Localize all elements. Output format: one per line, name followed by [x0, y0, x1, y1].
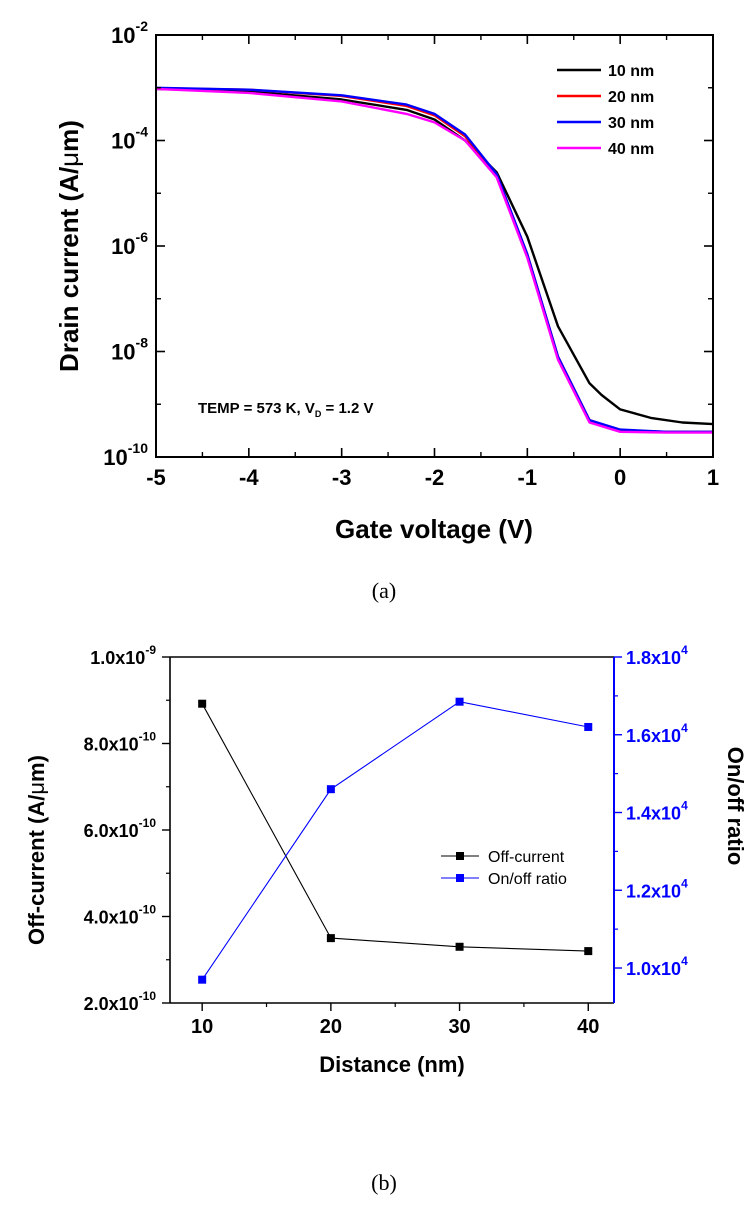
panel-b-axes: [169, 656, 615, 1004]
data-marker: [198, 975, 207, 984]
series-line-30nm: [155, 86, 713, 433]
series-line-onoffratio: [201, 701, 589, 981]
series-line-20nm: [155, 87, 713, 433]
right-y-tick-label: 1.6x104: [626, 721, 688, 746]
left-y-tick-label: 2.0x10-10: [84, 989, 157, 1014]
panel-a-y-axis-label: Drain current (A/μm): [54, 120, 84, 372]
y-tick-label: 10-2: [111, 18, 148, 48]
x-tick-label: 20: [320, 1016, 342, 1038]
data-marker: [455, 697, 464, 706]
panel-b-left-y-axis-label: Off-current (A/μm): [24, 755, 49, 945]
series-line-offcurrent: [201, 703, 589, 952]
x-tick-label: -5: [146, 465, 166, 490]
right-y-tick-label: 1.4x104: [626, 799, 688, 824]
x-tick-label: -3: [332, 465, 352, 490]
x-tick-label: -2: [425, 465, 445, 490]
legend-swatch-marker: [456, 874, 464, 882]
panel-a-series-group: [155, 86, 714, 434]
data-marker: [584, 722, 593, 731]
panel-a-legend: 10 nm 20 nm 30 nm 40 nm: [557, 63, 654, 158]
panel-a-ticks: -5 -4 -3 -2 -1 0 1 10-2 10-4 10-6 10-8 10-10: [103, 18, 719, 490]
x-tick-label: 10: [191, 1016, 213, 1038]
series-line-10nm: [155, 87, 714, 426]
panel-a-x-axis-label: Gate voltage (V): [335, 514, 533, 544]
data-marker: [326, 934, 335, 943]
legend-label: 10 nm: [608, 63, 654, 80]
left-y-tick-label: 4.0x10-10: [84, 903, 157, 928]
panel-a-annotation: TEMP = 573 K, VD = 1.2 V: [198, 400, 373, 419]
right-y-tick-label: 1.2x104: [626, 876, 688, 901]
left-y-tick-label: 1.0x10-9: [90, 643, 156, 668]
panel-b-caption: (b): [371, 1170, 397, 1195]
data-marker: [326, 785, 335, 794]
x-tick-label: 40: [577, 1016, 599, 1038]
y-tick-label: 10-6: [111, 229, 148, 259]
y-tick-label: 10-4: [111, 124, 148, 154]
data-marker: [584, 947, 593, 956]
left-y-tick-label: 8.0x10-10: [84, 730, 157, 755]
left-y-tick-label: 6.0x10-10: [84, 816, 157, 841]
right-y-tick-label: 1.0x104: [626, 954, 688, 979]
data-marker: [198, 699, 207, 708]
x-tick-label: 30: [448, 1016, 470, 1038]
legend-label: Off-current: [488, 849, 565, 866]
legend-label: 30 nm: [608, 115, 654, 132]
panel-b: 10 20 30 40 2.0x10-10 4.0x10-10 6.0x10-10 8.0x1…: [24, 643, 747, 1195]
x-tick-label: -4: [239, 465, 259, 490]
legend-swatch-marker: [456, 852, 464, 860]
panel-b-x-axis-label: Distance (nm): [319, 1052, 464, 1077]
panel-b-right-y-axis-label: On/off ratio: [723, 747, 747, 866]
panel-b-series-group: [198, 697, 593, 984]
x-tick-label: 0: [614, 465, 626, 490]
legend-label: 40 nm: [608, 141, 654, 158]
y-tick-label: 10-8: [111, 335, 148, 365]
y-tick-label: 10-10: [103, 440, 148, 470]
x-tick-label: -1: [518, 465, 538, 490]
panel-a: -5 -4 -3 -2 -1 0 1 10-2 10-4 10-6 10-8 10-10 Gate v…: [54, 18, 719, 603]
panel-b-ticks: 10 20 30 40 2.0x10-10 4.0x10-10 6.0x10-10 8.0x1…: [84, 643, 688, 1038]
right-y-tick-label: 1.8x104: [626, 643, 688, 668]
series-line-40nm: [155, 87, 713, 434]
panel-a-caption: (a): [372, 578, 396, 603]
data-marker: [455, 942, 464, 951]
legend-label: 20 nm: [608, 89, 654, 106]
x-tick-label: 1: [707, 465, 719, 490]
legend-label: On/off ratio: [488, 871, 567, 888]
panel-b-legend: Off-current On/off ratio: [441, 849, 567, 888]
